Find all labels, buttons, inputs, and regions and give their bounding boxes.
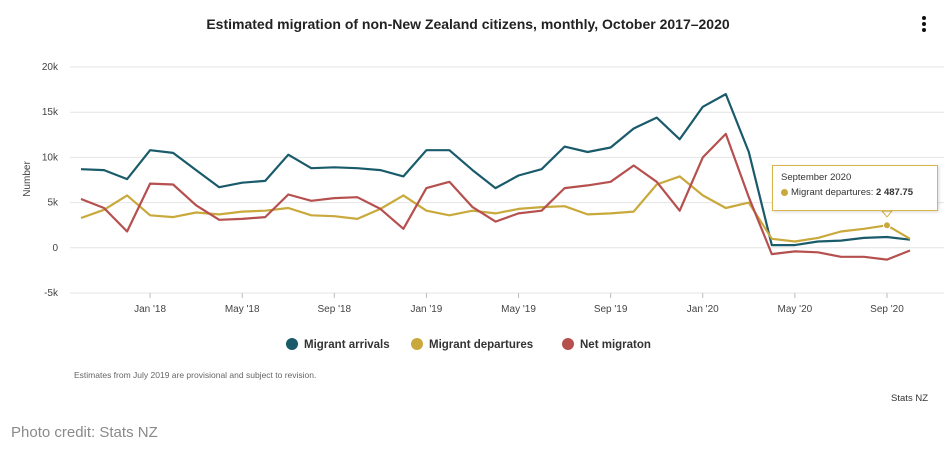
x-tick-label: Sep '20 xyxy=(870,304,904,315)
y-tick-label: 5k xyxy=(47,198,59,209)
x-tick-label: May '20 xyxy=(778,304,813,315)
tooltip-series-dot xyxy=(781,188,788,196)
legend-item-migrant-arrivals[interactable]: Migrant arrivals xyxy=(286,338,390,351)
tooltip-pointer xyxy=(880,210,894,218)
tooltip-value: 2 487.75 xyxy=(876,187,913,198)
x-tick-label: Jan '19 xyxy=(410,304,442,315)
grid xyxy=(70,66,944,294)
series-line-net-migraton[interactable] xyxy=(80,132,911,261)
x-tick-label: Jan '18 xyxy=(134,304,166,315)
source-label: Stats NZ xyxy=(891,393,928,404)
y-tick-label: 15k xyxy=(42,107,59,118)
legend-label: Migrant departures xyxy=(429,339,533,351)
legend-item-net-migraton[interactable]: Net migraton xyxy=(562,338,651,351)
x-tick-label: Sep '19 xyxy=(594,304,628,315)
y-tick-label: 0 xyxy=(52,243,58,254)
legend-swatch xyxy=(286,338,298,350)
legend-label: Net migraton xyxy=(580,339,651,351)
legend-label: Migrant arrivals xyxy=(304,339,390,351)
vertical-dots-icon xyxy=(922,16,926,20)
tooltip-title: September 2020 xyxy=(781,172,852,183)
series-line-migrant-departures[interactable] xyxy=(80,175,911,243)
tooltip-row: Migrant departures: 2 487.75 xyxy=(781,187,929,198)
series-line-migrant-arrivals[interactable] xyxy=(80,92,911,247)
data-tooltip: September 2020 Migrant departures: 2 487… xyxy=(772,165,938,211)
x-axis-ticks: Jan '18 May '18 Sep '18 Jan '19 May '19 Sep '… xyxy=(134,293,904,315)
series-lines[interactable] xyxy=(80,92,911,261)
chart-title: Estimated migration of non-New Zealand c… xyxy=(206,16,730,32)
legend-swatch xyxy=(562,338,574,350)
revision-note: Estimates from July 2019 are provisional… xyxy=(74,370,316,380)
y-axis-label: Number xyxy=(22,161,33,197)
photo-credit: Photo credit: Stats NZ xyxy=(11,424,158,441)
y-tick-label: -5k xyxy=(44,288,59,299)
legend-swatch xyxy=(411,338,423,350)
y-axis-ticks: -5k 0 5k 10k 15k 20k xyxy=(42,62,59,299)
y-tick-label: 10k xyxy=(42,152,59,163)
chart-menu-button[interactable] xyxy=(918,16,930,38)
legend-item-migrant-departures[interactable]: Migrant departures xyxy=(411,338,533,351)
legend[interactable]: Migrant arrivals Migrant departures Net mi… xyxy=(286,338,651,351)
y-tick-label: 20k xyxy=(42,62,59,73)
x-tick-label: May '18 xyxy=(225,304,260,315)
x-tick-label: May '19 xyxy=(501,304,536,315)
x-tick-label: Jan '20 xyxy=(687,304,719,315)
x-tick-label: Sep '18 xyxy=(318,304,352,315)
hover-point xyxy=(882,221,891,230)
tooltip-label: Migrant departures: xyxy=(791,187,874,198)
hover-marker xyxy=(880,210,894,230)
